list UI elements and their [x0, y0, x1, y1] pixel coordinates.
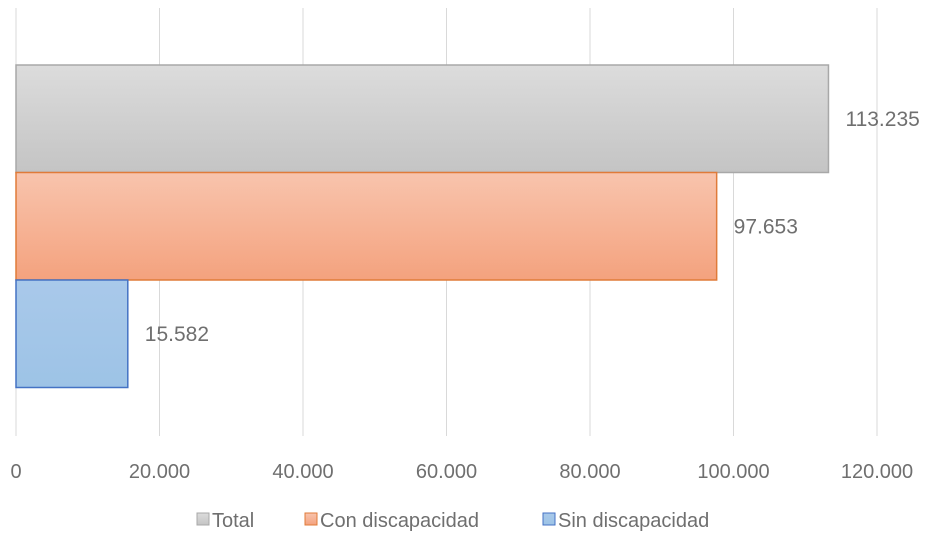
bar-total: [15, 64, 830, 174]
legend-label: Total: [212, 510, 254, 532]
bars: [15, 64, 830, 389]
x-tick-label: 40.000: [272, 461, 333, 483]
bar-sin-discapacidad: [15, 279, 129, 389]
legend-swatch: [196, 512, 210, 526]
x-tick-label: 120.000: [841, 461, 913, 483]
bar-con-discapacidad: [15, 171, 718, 281]
legend-swatch: [304, 512, 318, 526]
data-labels: 113.235 97.653 15.582: [145, 108, 920, 346]
x-tick-label: 100.000: [697, 461, 769, 483]
legend-label: Sin discapacidad: [558, 510, 709, 532]
x-axis-tick-labels: 0 20.000 40.000 60.000 80.000 100.000 120.000: [10, 461, 913, 483]
data-label: 15.582: [145, 323, 209, 346]
legend-label: Con discapacidad: [320, 510, 479, 532]
x-tick-label: 80.000: [559, 461, 620, 483]
data-label: 97.653: [734, 215, 798, 238]
x-tick-label: 60.000: [416, 461, 477, 483]
x-tick-label: 0: [10, 461, 21, 483]
legend-swatch: [542, 512, 556, 526]
legend: Total Con discapacidad Sin discapacidad: [196, 510, 709, 532]
x-tick-label: 20.000: [129, 461, 190, 483]
data-label: 113.235: [845, 108, 919, 131]
